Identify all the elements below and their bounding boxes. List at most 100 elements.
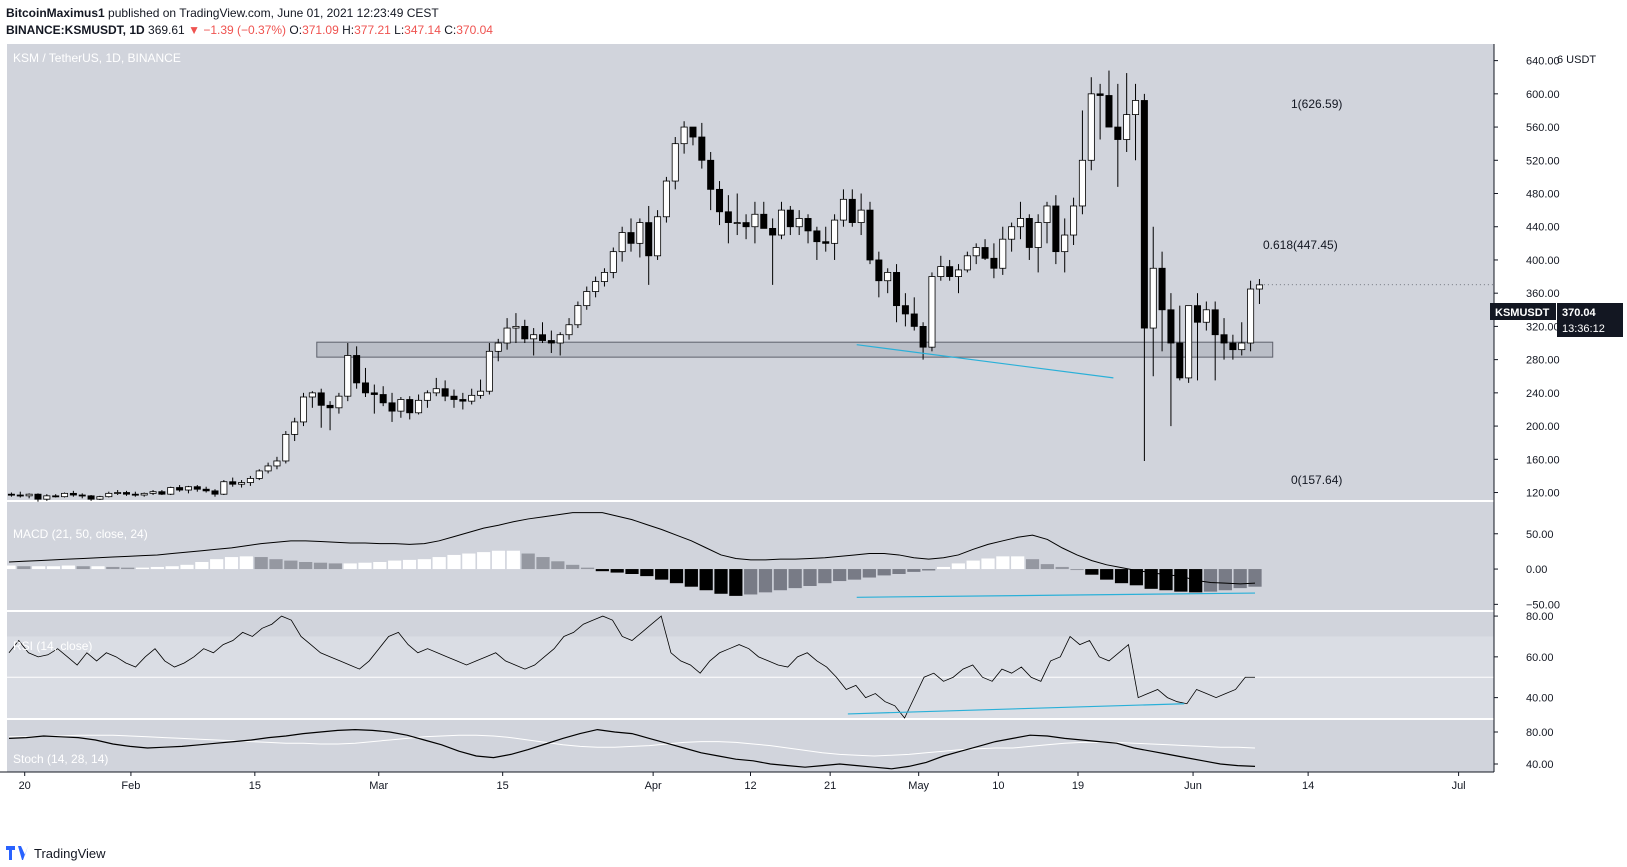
candle: [468, 388, 476, 405]
macd-pane-marks: [2, 512, 1262, 598]
candle: [1123, 73, 1131, 152]
candle: [255, 469, 263, 481]
candle-body-down: [547, 340, 555, 344]
candle-body-up: [654, 216, 662, 257]
candle-body-down: [1096, 93, 1104, 96]
candle-body-down: [52, 495, 60, 498]
price-pane-marks: [7, 70, 1274, 502]
candle: [61, 492, 69, 498]
macd-histogram-bar: [135, 567, 150, 570]
candle-body-down: [176, 487, 184, 491]
candle: [176, 485, 184, 492]
macd-histogram-bar: [269, 559, 283, 570]
candle-body-down: [211, 490, 219, 495]
candle-body-down: [87, 495, 95, 500]
down-arrow-icon: ▼: [188, 23, 200, 37]
rsi-divergence-line: [847, 703, 1185, 715]
candle: [1140, 93, 1148, 461]
candle-body-up: [308, 392, 316, 398]
candle: [220, 480, 228, 496]
candle: [485, 343, 493, 395]
candle-body-up: [963, 255, 971, 271]
rsi-line: [8, 615, 1256, 719]
candle-body-up: [273, 460, 281, 467]
candle-body-down: [326, 404, 334, 409]
candle: [246, 475, 254, 486]
macd-histogram-bar: [1129, 569, 1143, 586]
price-change: −1.39 (−0.37%): [203, 23, 287, 37]
tradingview-logo[interactable]: TradingView: [6, 844, 106, 862]
candle-body-down: [1193, 305, 1201, 323]
candle-body-up: [1185, 305, 1193, 379]
macd-histogram-bar: [447, 554, 461, 570]
candle: [627, 218, 635, 252]
macd-histogram-bar: [32, 566, 46, 570]
price-axis-tick-label: 160.00: [1526, 454, 1560, 466]
candle-body-down: [875, 259, 883, 282]
candle-body-up: [777, 209, 785, 236]
candle-body-up: [140, 492, 148, 496]
candle: [804, 214, 812, 244]
candle-body-down: [910, 313, 918, 327]
candle-body-up: [1202, 309, 1210, 323]
candle: [397, 397, 405, 418]
price-axis-tick-label: 480.00: [1526, 189, 1560, 201]
time-axis-tick-label: Jun: [1184, 780, 1202, 792]
candle: [388, 392, 396, 422]
candle-body-down: [893, 272, 901, 307]
price-axis-tick-label: 200.00: [1526, 421, 1560, 433]
high-label: H:: [342, 23, 355, 37]
stoch-axis-tick-label: 80.00: [1526, 727, 1554, 739]
macd-histogram-bar: [343, 563, 357, 570]
candle-body-up: [255, 470, 263, 479]
candle-body-down: [760, 213, 768, 229]
candle: [300, 392, 308, 427]
macd-histogram-bar: [358, 562, 372, 570]
time-axis-tick-label: 14: [1302, 780, 1314, 792]
candle-body-up: [1043, 205, 1051, 223]
candle-body-down: [521, 326, 529, 340]
rsi-pane-marks: [7, 615, 1494, 719]
candle: [477, 379, 485, 399]
price-pane-bg: [7, 44, 1494, 500]
macd-histogram-bar: [625, 569, 639, 574]
author-name[interactable]: BitcoinMaximus1: [6, 6, 105, 20]
macd-histogram-bar: [847, 569, 862, 580]
candle: [1176, 305, 1184, 381]
time-axis-tick-label: 15: [249, 780, 261, 792]
macd-histogram-bar: [2, 565, 16, 570]
macd-histogram-bar: [744, 569, 758, 595]
macd-histogram-bar: [402, 559, 417, 570]
candle-body-up: [636, 222, 644, 244]
candle-body-up: [485, 350, 493, 392]
candle: [423, 390, 431, 408]
macd-histogram-bar: [936, 566, 951, 570]
candle-body-up: [583, 291, 591, 307]
candle: [149, 490, 157, 496]
candle: [184, 485, 192, 494]
candle-body-down: [698, 136, 706, 161]
candle-body-down: [69, 492, 77, 496]
macd-histogram-bar: [417, 559, 431, 570]
price-axis-bg: [1494, 44, 1627, 772]
candle: [1193, 293, 1201, 381]
candle-body-up: [423, 392, 431, 401]
candle: [78, 493, 86, 499]
candle: [43, 494, 51, 501]
macd-histogram-bar: [388, 560, 402, 570]
candle-body-down: [769, 227, 777, 236]
candle-body-up: [264, 465, 272, 472]
macd-histogram-bar: [907, 569, 921, 572]
candle: [1202, 301, 1210, 331]
candle: [574, 301, 582, 329]
time-axis-tick-label: 12: [744, 780, 756, 792]
candle: [707, 151, 715, 211]
candle-body-down: [1229, 342, 1237, 351]
candle-body-down: [742, 222, 750, 228]
macd-axis-tick-label: 50.00: [1526, 529, 1554, 541]
low-label: L:: [394, 23, 405, 37]
macd-histogram-bar: [1144, 569, 1158, 589]
close-label: C:: [444, 23, 457, 37]
macd-histogram-bar: [1114, 569, 1129, 584]
candle-body-up: [494, 342, 502, 352]
